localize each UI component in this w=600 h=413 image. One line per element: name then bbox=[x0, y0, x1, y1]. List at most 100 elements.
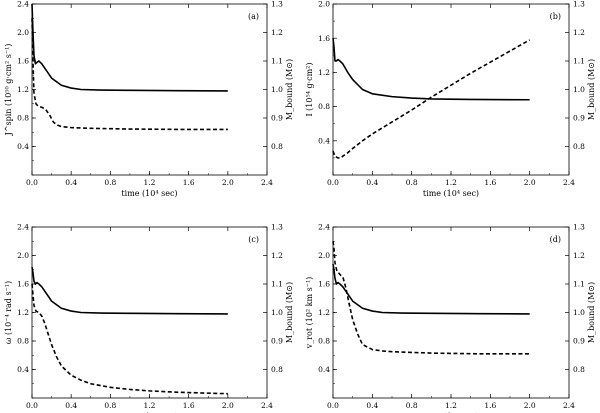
series-line-solid bbox=[31, 3, 228, 92]
y-axis-label: I (10⁵⁴ g·cm²) bbox=[305, 62, 314, 116]
y2-tick-label: 1.2 bbox=[271, 28, 283, 37]
panel-tag: (a) bbox=[248, 12, 259, 21]
plot-frame bbox=[332, 226, 570, 399]
y2-tick-label: 1.1 bbox=[271, 280, 283, 289]
series-line-solid bbox=[332, 263, 530, 315]
y2-tick-label: 0.8 bbox=[573, 365, 585, 374]
y-tick-label: 0.4 bbox=[318, 365, 330, 374]
x-tick-label: 2.0 bbox=[222, 178, 234, 187]
y2-tick-label: 0.8 bbox=[573, 142, 585, 151]
panel-tag: (d) bbox=[550, 235, 561, 244]
plot-frame bbox=[31, 3, 268, 176]
y2-tick-label: 1.0 bbox=[573, 308, 585, 317]
panel-d: 0.0 0.4 0.8 1.2 1.6 2.0 2.4 0.4 0.8 1.2 1.6 2.0 2.4 0… bbox=[305, 223, 596, 413]
y-axis-label: J^spin (10⁵⁰ g·cm² s⁻¹) bbox=[4, 44, 13, 137]
x-tick-label: 1.2 bbox=[445, 401, 457, 410]
y2-axis-label: M_bound (M⊙) bbox=[587, 59, 596, 120]
y-tick-label: 1.6 bbox=[17, 280, 29, 289]
series-line-dashed bbox=[31, 18, 228, 131]
series-line-dashed bbox=[31, 283, 228, 395]
y-tick-label: 2.0 bbox=[17, 251, 29, 260]
y2-tick-label: 1.2 bbox=[271, 251, 283, 260]
x-tick-label: 2.0 bbox=[222, 401, 234, 410]
y2-tick-label: 0.9 bbox=[573, 337, 585, 346]
y-tick-label: 1.2 bbox=[318, 308, 330, 317]
x-tick-label: 0.8 bbox=[406, 401, 418, 410]
y-tick-label: 2.4 bbox=[17, 0, 29, 9]
y-tick-label: 1.6 bbox=[17, 57, 29, 66]
y2-axis-label: M_bound (M⊙) bbox=[285, 282, 294, 343]
x-tick-label: 2.0 bbox=[524, 178, 536, 187]
y2-tick-label: 0.8 bbox=[271, 142, 283, 151]
y2-tick-label: 1.2 bbox=[573, 28, 585, 37]
panel-tag: (b) bbox=[550, 12, 561, 21]
plot-frame bbox=[332, 3, 570, 176]
panel-a: 0.0 0.4 0.8 1.2 1.6 2.0 2.4 0.4 0.8 1.2 1.6 2.0 2.4 0… bbox=[4, 0, 294, 198]
y-axis-label: ω (10⁻⁴ rad s⁻¹) bbox=[4, 281, 13, 344]
y2-tick-label: 1.0 bbox=[573, 85, 585, 94]
y2-tick-label: 0.9 bbox=[573, 114, 585, 123]
x-tick-label: 1.6 bbox=[484, 401, 496, 410]
series-line-dashed bbox=[332, 241, 530, 355]
y-tick-label: 2.0 bbox=[17, 28, 29, 37]
x-tick-label: 0.8 bbox=[406, 178, 418, 187]
x-tick-label: 0.0 bbox=[327, 401, 339, 410]
x-tick-label: 0.0 bbox=[26, 178, 38, 187]
y-tick-label: 0.4 bbox=[318, 136, 330, 145]
y2-tick-label: 0.9 bbox=[271, 337, 283, 346]
y-tick-label: 2.4 bbox=[318, 223, 330, 232]
x-tick-label: 2.0 bbox=[524, 401, 536, 410]
y-tick-label: 2.0 bbox=[318, 251, 330, 260]
y-tick-label: 0.8 bbox=[318, 337, 330, 346]
y2-tick-label: 0.9 bbox=[271, 114, 283, 123]
x-tick-label: 2.4 bbox=[261, 401, 273, 410]
x-tick-label: 2.4 bbox=[563, 178, 575, 187]
series-line-solid bbox=[332, 38, 530, 101]
y2-tick-label: 1.1 bbox=[573, 57, 585, 66]
x-tick-label: 0.8 bbox=[104, 178, 116, 187]
y2-tick-label: 1.0 bbox=[271, 308, 283, 317]
y-tick-label: 2.4 bbox=[17, 223, 29, 232]
x-tick-label: 2.4 bbox=[563, 401, 575, 410]
x-tick-label: 0.4 bbox=[366, 401, 378, 410]
y2-tick-label: 1.1 bbox=[573, 280, 585, 289]
y2-tick-label: 1.3 bbox=[271, 0, 283, 9]
x-tick-label: 1.6 bbox=[183, 401, 195, 410]
y-tick-label: 2.0 bbox=[318, 0, 330, 9]
x-tick-label: 2.4 bbox=[261, 178, 273, 187]
panel-tag: (c) bbox=[248, 235, 259, 244]
y2-tick-label: 1.3 bbox=[573, 0, 585, 9]
y-tick-label: 0.8 bbox=[17, 337, 29, 346]
x-tick-label: 1.6 bbox=[183, 178, 195, 187]
x-tick-label: 1.2 bbox=[445, 178, 457, 187]
x-axis-label: time (10⁴ sec) bbox=[423, 189, 479, 198]
y-tick-label: 1.6 bbox=[318, 34, 330, 43]
y-tick-label: 1.2 bbox=[318, 68, 330, 77]
y2-tick-label: 1.3 bbox=[271, 223, 283, 232]
y-tick-label: 1.2 bbox=[17, 308, 29, 317]
y-tick-label: 0.8 bbox=[318, 102, 330, 111]
y2-tick-label: 0.8 bbox=[271, 365, 283, 374]
y2-tick-label: 1.1 bbox=[271, 57, 283, 66]
x-axis-label: time (10⁴ sec) bbox=[121, 189, 177, 198]
x-tick-label: 0.0 bbox=[26, 401, 38, 410]
series-line-solid bbox=[31, 266, 228, 315]
x-tick-label: 0.4 bbox=[366, 178, 378, 187]
y2-axis-label: M_bound (M⊙) bbox=[285, 59, 294, 120]
y2-tick-label: 1.0 bbox=[271, 85, 283, 94]
y2-tick-label: 1.2 bbox=[573, 251, 585, 260]
y-axis-label: v_rot (10² km s⁻¹) bbox=[305, 277, 314, 350]
x-tick-label: 0.8 bbox=[104, 401, 116, 410]
y-tick-label: 0.4 bbox=[17, 365, 29, 374]
y2-axis-label: M_bound (M⊙) bbox=[587, 282, 596, 343]
panel-c: 0.0 0.4 0.8 1.2 1.6 2.0 2.4 0.4 0.8 1.2 1.6 2.0 2.4 0… bbox=[4, 223, 294, 413]
y-tick-label: 0.4 bbox=[17, 142, 29, 151]
x-tick-label: 0.4 bbox=[65, 401, 77, 410]
x-tick-label: 0.4 bbox=[65, 178, 77, 187]
y2-tick-label: 1.3 bbox=[573, 223, 585, 232]
x-tick-label: 1.6 bbox=[484, 178, 496, 187]
y-tick-label: 1.2 bbox=[17, 85, 29, 94]
y-tick-label: 1.6 bbox=[318, 280, 330, 289]
x-tick-label: 1.2 bbox=[144, 178, 156, 187]
